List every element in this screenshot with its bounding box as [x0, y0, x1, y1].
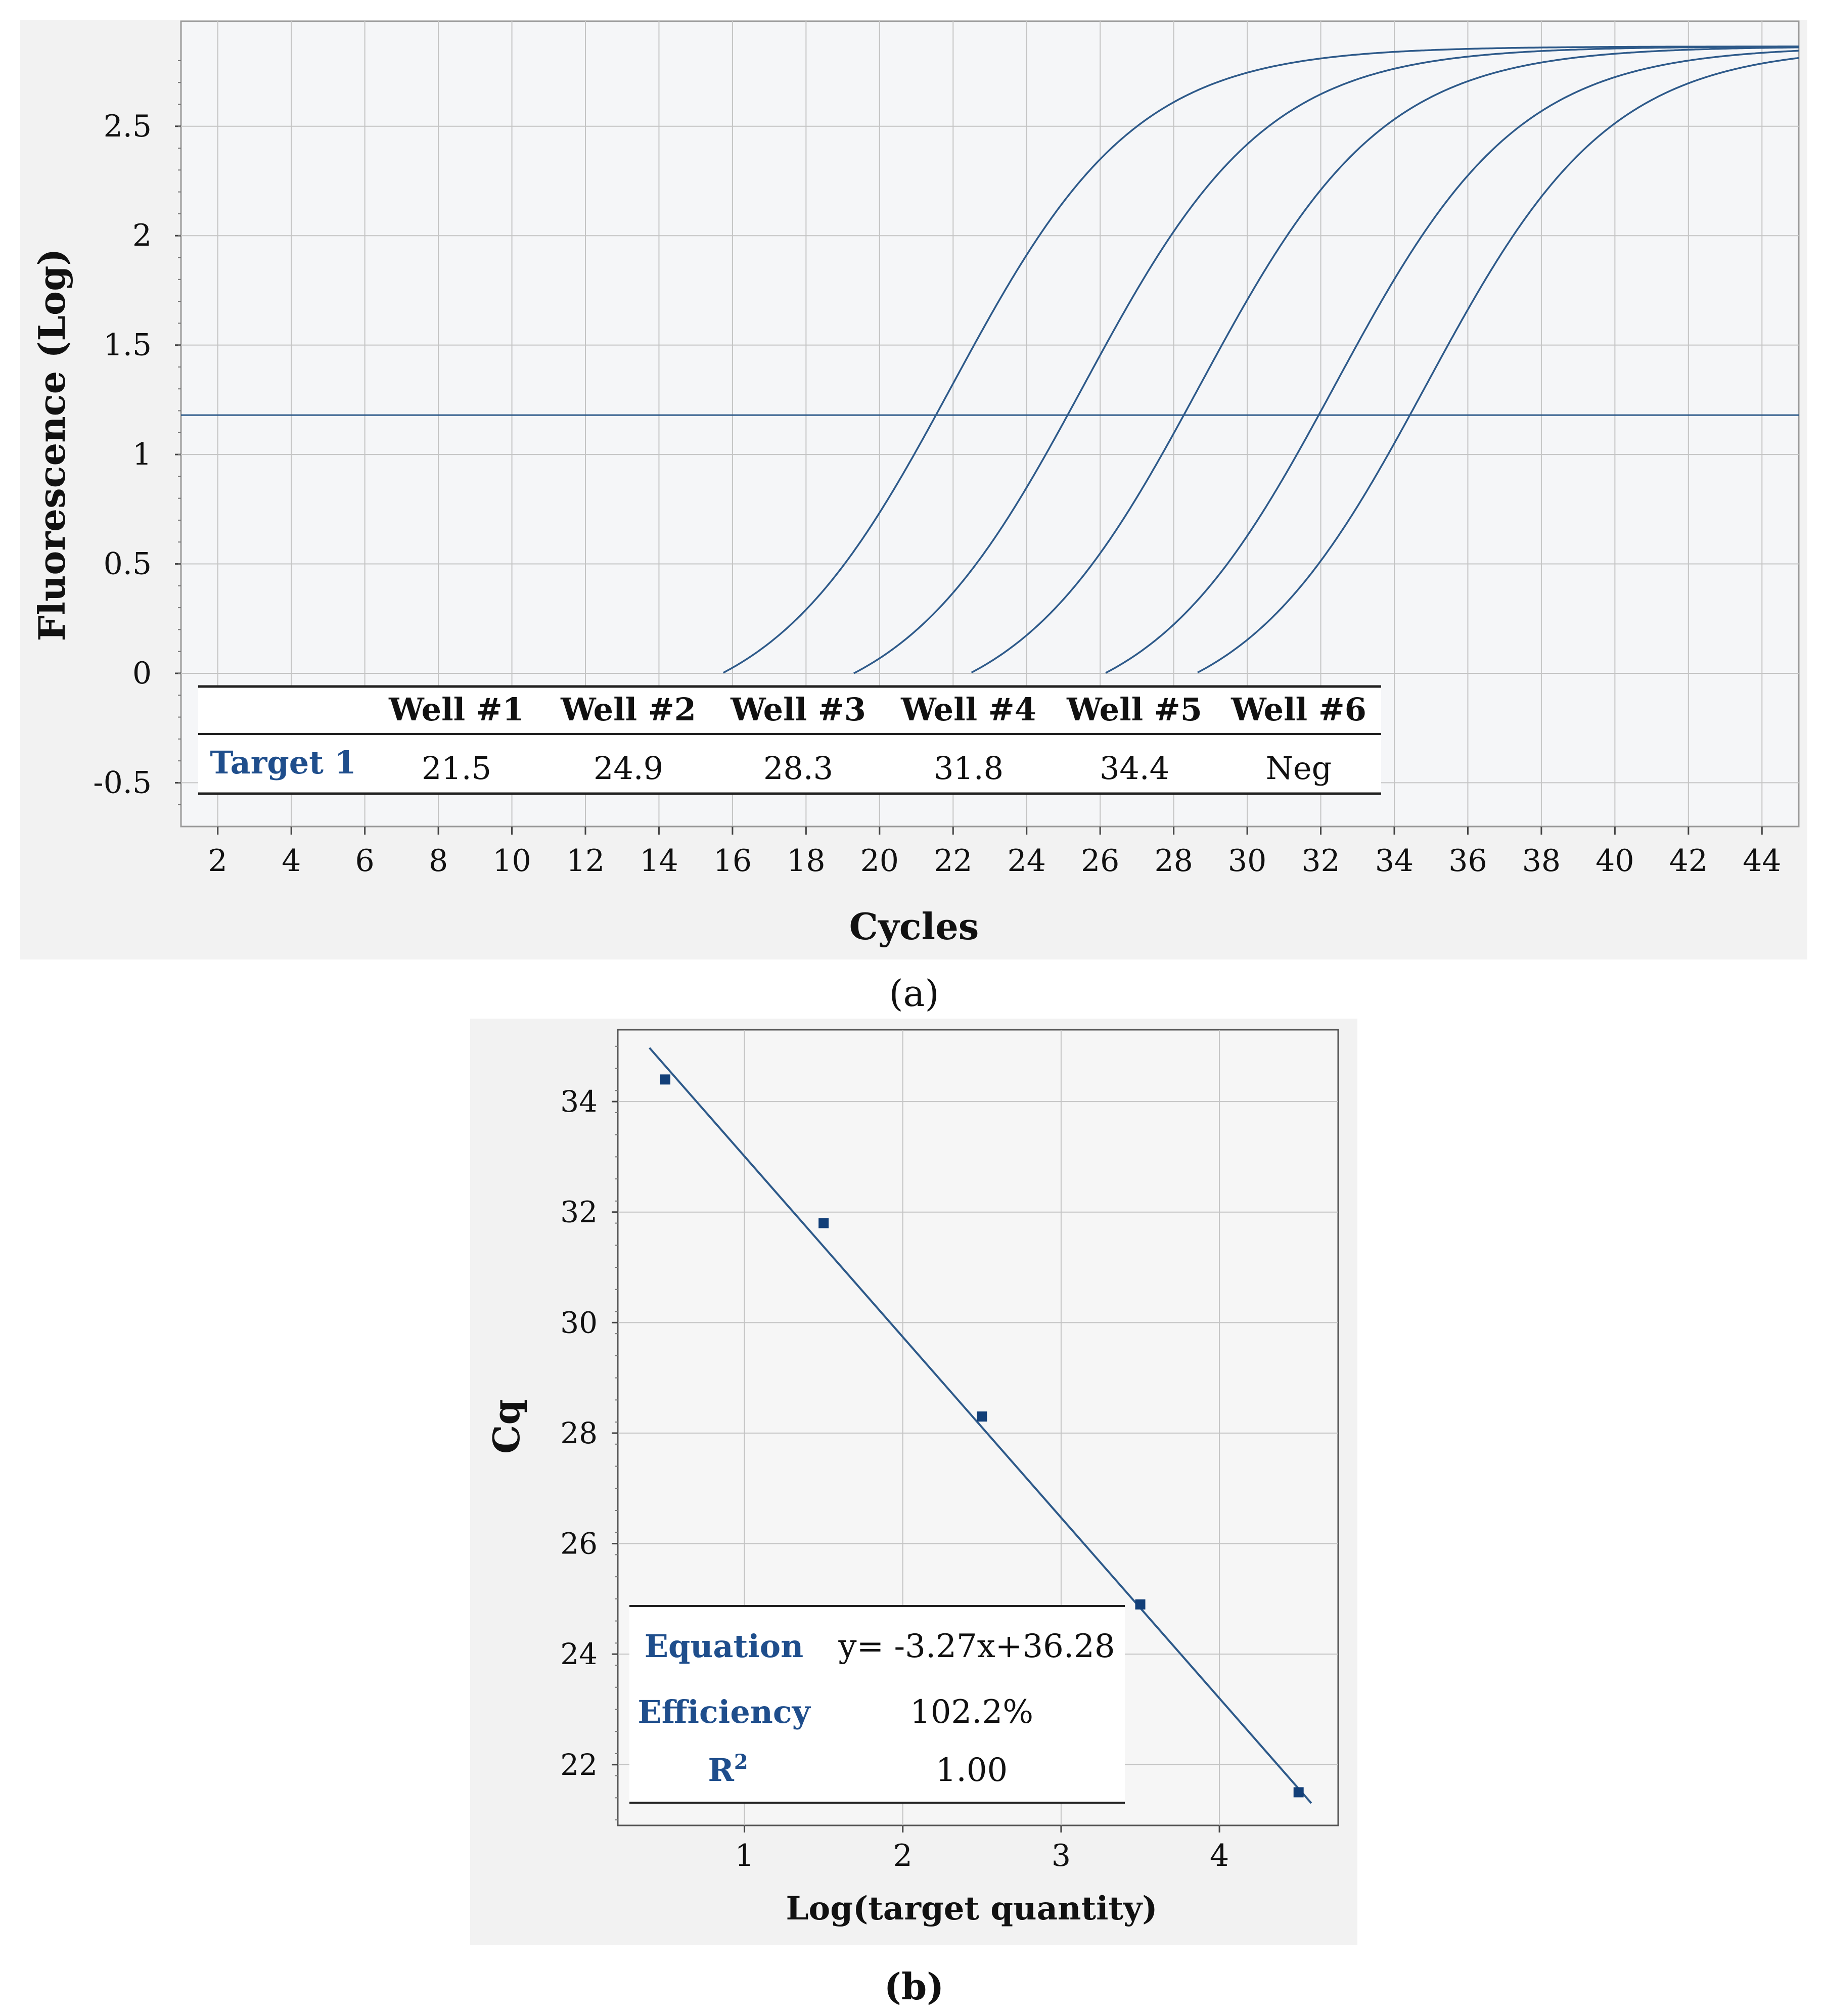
stats-value-equation: y= -3.27x+36.28: [838, 1628, 1115, 1665]
stats-label-equation: Equation: [645, 1628, 803, 1665]
panel-b-caption: (b): [884, 1965, 944, 2008]
cq-value-well-5: 34.4: [1100, 750, 1169, 787]
x-tick-label-a: 36: [1448, 843, 1487, 879]
x-tick-label-a: 42: [1669, 843, 1708, 879]
data-point-4: [1135, 1599, 1146, 1610]
cq-value-well-1: 21.5: [422, 750, 491, 787]
data-point-3: [977, 1411, 987, 1422]
y-tick-label-b: 26: [560, 1527, 598, 1561]
cq-value-well-2: 24.9: [594, 750, 663, 787]
stats-label-efficiency: Efficiency: [637, 1693, 811, 1730]
plot-b-grid: [618, 1030, 1338, 1825]
y-tick-label-a: 1.5: [104, 328, 152, 363]
plot-a-x-tick-labels: 2 4 6 8 10 12 14 16 18 20 22 24 26 28 30 32 34 36 38 40 42 44: [208, 843, 1782, 879]
stats-label-r-squared: R2: [708, 1750, 748, 1789]
standard-curve-points: [660, 1074, 1304, 1798]
x-tick-label-a: 32: [1301, 843, 1340, 879]
amplification-curve-2: [853, 45, 1799, 674]
plot-b-y-axis-title: Cq: [485, 1399, 528, 1454]
x-tick-label-a: 28: [1154, 843, 1193, 879]
regression-fit-line: [649, 1047, 1312, 1804]
y-tick-label-b: 24: [560, 1637, 598, 1671]
cq-value-well-6: Neg: [1266, 750, 1332, 787]
x-tick-label-a: 24: [1008, 843, 1046, 879]
y-tick-label-b: 34: [560, 1084, 598, 1119]
cq-table-row-label: Target 1: [210, 744, 356, 781]
x-tick-label-b: 3: [1052, 1838, 1071, 1873]
stats-value-efficiency: 102.2%: [910, 1693, 1033, 1731]
stats-value-r-squared: 1.00: [936, 1752, 1008, 1789]
x-tick-label-a: 26: [1081, 843, 1119, 879]
x-tick-label-a: 14: [640, 843, 678, 879]
x-tick-label-a: 30: [1228, 843, 1266, 879]
cq-value-well-3: 28.3: [763, 750, 833, 787]
amplification-curves: [722, 45, 1799, 674]
regression-stats-table: Equation y= -3.27x+36.28 Efficiency 102.…: [629, 1605, 1125, 1804]
x-tick-label-a: 20: [860, 843, 899, 879]
stats-table-background: [629, 1605, 1125, 1802]
x-tick-label-b: 4: [1210, 1838, 1229, 1873]
plot-a-y-tick-labels: -0.5 0 0.5 1 1.5 2 2.5: [93, 109, 152, 801]
data-point-5: [1293, 1787, 1304, 1798]
x-tick-label-a: 40: [1596, 843, 1634, 879]
y-tick-label-a: 1: [132, 437, 152, 472]
cq-table-header-well-2: Well #2: [560, 691, 696, 728]
x-tick-label-a: 8: [429, 843, 448, 879]
panel-a: -0.500.511.522.5 2 4 6 8 10 12 14 16 18 20 22 24 26 2…: [20, 20, 1807, 959]
cq-table-background: [198, 686, 1381, 793]
cq-table-header-well-5: Well #5: [1066, 691, 1202, 728]
cq-table-header-well-6: Well #6: [1230, 691, 1366, 728]
y-tick-label-a: -0.5: [93, 765, 152, 800]
x-tick-label-a: 18: [787, 843, 825, 879]
y-tick-label-a: 0.5: [104, 546, 152, 582]
plot-b-x-axis-title: Log(target quantity): [786, 1890, 1158, 1928]
plot-b-axes: [612, 1045, 1220, 1832]
x-tick-label-b: 2: [893, 1838, 913, 1873]
plot-a-x-axis-title: Cycles: [849, 905, 979, 948]
x-tick-label-a: 44: [1743, 843, 1781, 879]
y-tick-label-b: 30: [560, 1305, 598, 1340]
cq-value-well-4: 31.8: [934, 750, 1004, 787]
x-tick-label-a: 4: [282, 843, 301, 879]
plot-a-axes: [175, 60, 1763, 835]
x-tick-label-a: 2: [208, 843, 227, 879]
amplification-curve-1: [722, 45, 1799, 674]
x-tick-label-a: 6: [355, 843, 375, 879]
plot-b-x-tick-labels: 1 2 3 4: [735, 1838, 1229, 1873]
y-tick-label-a: 0: [132, 656, 152, 691]
x-tick-label-a: 16: [713, 843, 752, 879]
data-point-2: [818, 1218, 829, 1228]
x-tick-label-a: 12: [566, 843, 605, 879]
stats-label-r: R: [708, 1752, 734, 1789]
y-tick-label-b: 32: [560, 1195, 598, 1229]
x-tick-label-a: 34: [1375, 843, 1414, 879]
data-point-1: [660, 1074, 670, 1085]
x-tick-label-a: 22: [934, 843, 972, 879]
plot-a-y-axis-title: Fluorescence (Log): [30, 249, 73, 642]
amplification-curve-3: [971, 47, 1799, 673]
y-tick-label-b: 22: [560, 1748, 598, 1782]
cq-table-header-well-3: Well #3: [730, 691, 866, 728]
y-tick-label-a: 2.5: [104, 109, 152, 144]
cq-table-header-well-1: Well #1: [388, 691, 524, 728]
x-tick-label-a: 10: [492, 843, 531, 879]
cq-table-header-well-4: Well #4: [900, 691, 1036, 728]
x-tick-label-b: 1: [735, 1838, 754, 1873]
amplification-curve-5: [1197, 57, 1799, 673]
y-tick-label-a: 2: [132, 218, 152, 253]
plot-b-y-tick-labels: 22 24 26 28 30 32 34: [560, 1084, 598, 1782]
cq-table: Well #1 Well #2 Well #3 Well #4 Well #5 …: [198, 685, 1381, 795]
y-tick-label-b: 28: [560, 1416, 598, 1450]
stats-label-r-superscript: 2: [734, 1750, 748, 1774]
amplification-curve-4: [1105, 50, 1799, 674]
x-tick-label-a: 38: [1522, 843, 1561, 879]
panel-a-caption: (a): [889, 972, 939, 1015]
